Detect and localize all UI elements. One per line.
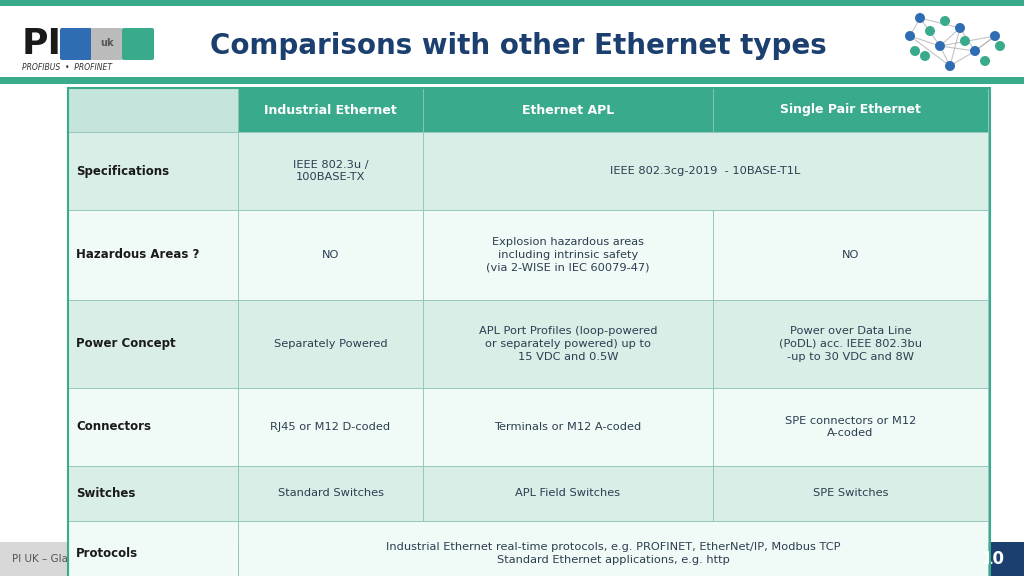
Text: Power Concept: Power Concept <box>76 338 176 351</box>
Text: Comparisons with other Ethernet types: Comparisons with other Ethernet types <box>210 32 826 60</box>
Circle shape <box>905 31 915 41</box>
Text: Standard Switches: Standard Switches <box>278 488 384 498</box>
Text: APL Port Profiles (loop-powered
or separately powered) up to
15 VDC and 0.5W: APL Port Profiles (loop-powered or separ… <box>479 326 657 362</box>
Circle shape <box>990 31 1000 41</box>
Text: PI UK – Glasgow 2023 – APL The Advanced Physical Layer: PI UK – Glasgow 2023 – APL The Advanced … <box>12 554 311 564</box>
Bar <box>0 542 1024 576</box>
Text: Terminals or M12 A-coded: Terminals or M12 A-coded <box>495 422 642 432</box>
Text: SPE Switches: SPE Switches <box>813 488 888 498</box>
Bar <box>238 210 423 300</box>
Bar <box>68 521 238 576</box>
Bar <box>68 300 238 388</box>
Circle shape <box>980 56 990 66</box>
Circle shape <box>940 16 950 26</box>
FancyBboxPatch shape <box>60 28 92 60</box>
Bar <box>713 388 988 466</box>
FancyBboxPatch shape <box>122 28 154 60</box>
Text: PI: PI <box>22 27 62 61</box>
Text: Single Pair Ethernet: Single Pair Ethernet <box>780 104 921 116</box>
Bar <box>68 210 238 300</box>
Text: Hazardous Areas ?: Hazardous Areas ? <box>76 248 200 262</box>
Text: NO: NO <box>322 250 339 260</box>
Text: uk: uk <box>100 38 114 48</box>
Circle shape <box>945 61 955 71</box>
Text: Industrial Ethernet real-time protocols, e.g. PROFINET, EtherNet/IP, Modbus TCP
: Industrial Ethernet real-time protocols,… <box>386 542 841 565</box>
Bar <box>238 466 423 521</box>
FancyBboxPatch shape <box>91 28 123 60</box>
Text: Power over Data Line
(PoDL) acc. IEEE 802.3bu
-up to 30 VDC and 8W: Power over Data Line (PoDL) acc. IEEE 80… <box>779 326 922 362</box>
Bar <box>238 132 423 210</box>
Text: Switches: Switches <box>76 487 135 500</box>
Bar <box>423 132 988 210</box>
Bar <box>68 466 238 521</box>
Bar <box>68 132 238 210</box>
Text: APL Field Switches: APL Field Switches <box>515 488 621 498</box>
Text: Protocols: Protocols <box>76 547 138 560</box>
Circle shape <box>955 23 965 33</box>
Text: 10: 10 <box>981 550 1005 568</box>
Bar <box>713 210 988 300</box>
Circle shape <box>995 41 1005 51</box>
Text: Explosion hazardous areas
including intrinsic safety
(via 2-WISE in IEC 60079-47: Explosion hazardous areas including intr… <box>486 237 650 273</box>
Text: Ethernet APL: Ethernet APL <box>522 104 614 116</box>
Text: Connectors: Connectors <box>76 420 151 434</box>
Bar <box>423 300 713 388</box>
Text: PROFIBUS  •  PROFINET: PROFIBUS • PROFINET <box>22 63 112 73</box>
Bar <box>68 388 238 466</box>
Circle shape <box>970 46 980 56</box>
Bar <box>423 466 713 521</box>
Bar <box>713 466 988 521</box>
Bar <box>238 388 423 466</box>
Bar <box>68 88 990 576</box>
Bar <box>238 300 423 388</box>
Bar <box>423 88 713 132</box>
Text: IEEE 802.3u /
100BASE-TX: IEEE 802.3u / 100BASE-TX <box>293 160 369 183</box>
Text: Specifications: Specifications <box>76 165 169 177</box>
Text: NO: NO <box>842 250 859 260</box>
Circle shape <box>910 46 920 56</box>
Bar <box>713 300 988 388</box>
Bar <box>962 542 1024 576</box>
Bar <box>423 210 713 300</box>
Text: RJ45 or M12 D-coded: RJ45 or M12 D-coded <box>270 422 390 432</box>
Bar <box>0 77 1024 84</box>
Text: Industrial Ethernet: Industrial Ethernet <box>264 104 397 116</box>
Circle shape <box>925 26 935 36</box>
Text: Separately Powered: Separately Powered <box>273 339 387 349</box>
Circle shape <box>915 13 925 23</box>
Bar <box>713 88 988 132</box>
Bar <box>423 388 713 466</box>
Circle shape <box>935 41 945 51</box>
Bar <box>238 88 423 132</box>
Bar <box>68 88 238 132</box>
Text: IEEE 802.3cg-2019  - 10BASE-T1L: IEEE 802.3cg-2019 - 10BASE-T1L <box>610 166 801 176</box>
Circle shape <box>961 36 970 46</box>
Circle shape <box>920 51 930 61</box>
Bar <box>238 521 988 576</box>
Text: SPE connectors or M12
A-coded: SPE connectors or M12 A-coded <box>784 416 916 438</box>
Bar <box>0 0 1024 6</box>
